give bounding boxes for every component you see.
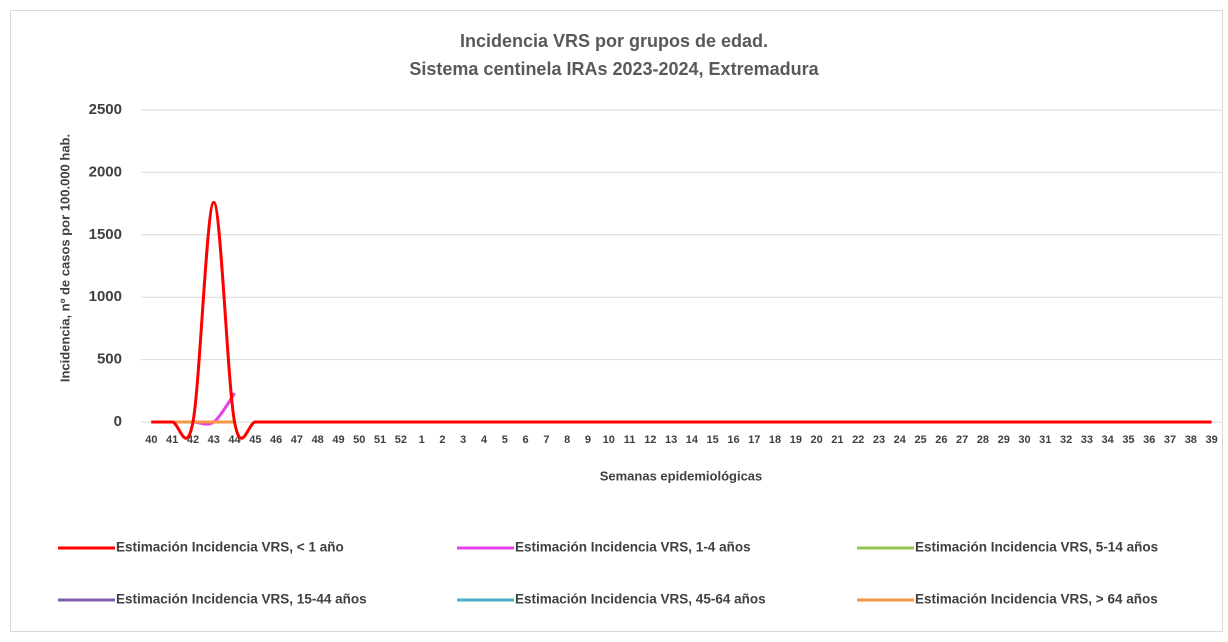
x-tick-label: 10 [603,434,615,446]
x-tick-label: 8 [564,434,570,446]
x-tick-label: 18 [769,434,781,446]
x-tick-label: 38 [1185,434,1197,446]
x-tick-label: 43 [208,434,220,446]
x-tick-label: 41 [166,434,178,446]
x-tick-label: 2 [439,434,445,446]
x-tick-label: 21 [831,434,843,446]
x-tick-label: 36 [1143,434,1155,446]
x-tick-label: 19 [790,434,802,446]
legend-label: Estimación Incidencia VRS, 15-44 años [116,592,367,607]
x-tick-label: 34 [1102,434,1115,446]
legend-label: Estimación Incidencia VRS, > 64 años [915,592,1158,607]
x-tick-label: 29 [998,434,1010,446]
x-axis-label: Semanas epidemiológicas [600,468,763,483]
legend-label: Estimación Incidencia VRS, 1-4 años [515,540,751,555]
x-tick-label: 45 [249,434,261,446]
x-tick-label: 35 [1122,434,1134,446]
legend-label: Estimación Incidencia VRS, 45-64 años [515,592,766,607]
x-tick-label: 14 [686,434,699,446]
x-tick-label: 46 [270,434,282,446]
chart-frame [10,10,1223,632]
x-tick-label: 26 [935,434,947,446]
x-tick-label: 3 [460,434,466,446]
y-tick-label: 1000 [89,288,122,305]
x-tick-label: 23 [873,434,885,446]
x-tick-label: 52 [395,434,407,446]
y-tick-label: 0 [114,413,122,430]
x-tick-label: 17 [748,434,760,446]
x-tick-label: 47 [291,434,303,446]
x-tick-label: 6 [523,434,529,446]
series-line [151,200,1212,440]
x-tick-label: 24 [894,434,907,446]
x-tick-label: 20 [811,434,823,446]
x-tick-label: 9 [585,434,591,446]
x-tick-label: 25 [914,434,926,446]
y-tick-label: 500 [97,351,122,368]
x-tick-label: 40 [145,434,157,446]
legend-label: Estimación Incidencia VRS, < 1 año [116,540,344,555]
x-tick-label: 4 [481,434,488,446]
y-tick-label: 1500 [89,226,122,243]
x-tick-label: 5 [502,434,508,446]
y-tick-label: 2000 [89,163,122,180]
y-tick-label: 2500 [89,101,122,118]
y-axis-label: Incidencia, nº de casos por 100.000 hab. [57,134,72,382]
x-tick-label: 37 [1164,434,1176,446]
x-tick-label: 28 [977,434,989,446]
x-tick-label: 1 [419,434,425,446]
x-tick-label: 16 [727,434,739,446]
x-tick-label: 30 [1018,434,1030,446]
legend-label: Estimación Incidencia VRS, 5-14 años [915,540,1158,555]
chart-subtitle: Sistema centinela IRAs 2023-2024, Extrem… [409,59,819,79]
x-tick-label: 27 [956,434,968,446]
x-tick-label: 11 [624,434,636,446]
chart-title: Incidencia VRS por grupos de edad. [460,31,768,51]
x-tick-label: 32 [1060,434,1072,446]
x-tick-label: 33 [1081,434,1093,446]
x-tick-label: 42 [187,434,199,446]
x-tick-label: 22 [852,434,864,446]
x-tick-label: 49 [332,434,344,446]
x-tick-label: 39 [1205,434,1217,446]
x-tick-label: 15 [707,434,719,446]
x-tick-label: 7 [543,434,549,446]
x-tick-label: 13 [665,434,677,446]
x-tick-label: 51 [374,434,386,446]
x-tick-label: 12 [644,434,656,446]
x-tick-label: 48 [312,434,324,446]
x-tick-label: 50 [353,434,365,446]
x-tick-label: 31 [1039,434,1051,446]
